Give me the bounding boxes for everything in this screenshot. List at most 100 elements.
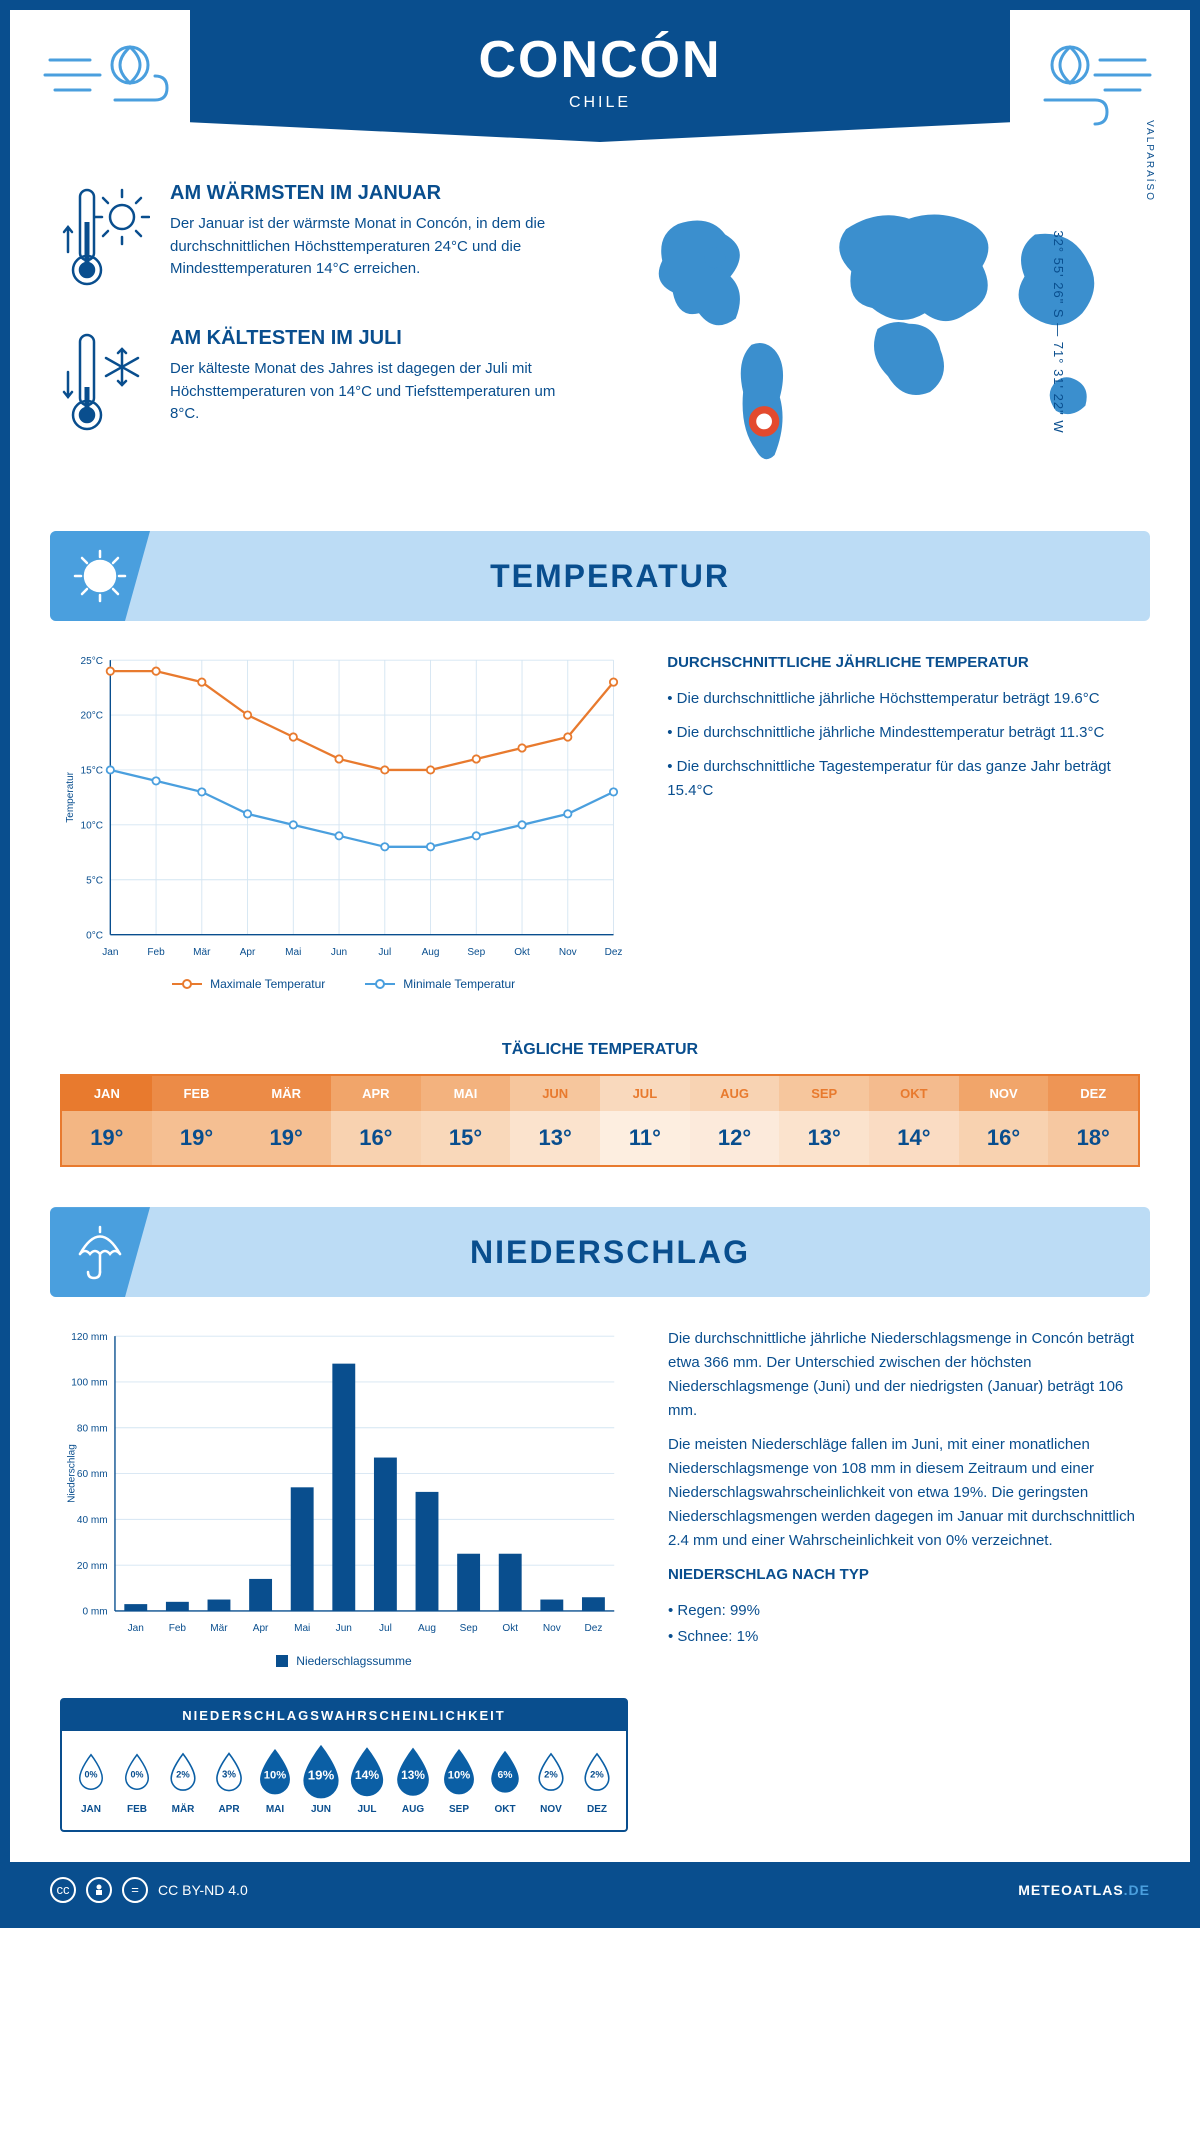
svg-text:Okt: Okt: [502, 1623, 518, 1634]
daily-temp-cell: JAN19°: [62, 1076, 152, 1165]
svg-text:5°C: 5°C: [86, 875, 103, 886]
by-icon: [86, 1877, 112, 1903]
daily-temp-title: TÄGLICHE TEMPERATUR: [10, 1041, 1190, 1059]
precip-text: Die durchschnittliche jährliche Niedersc…: [668, 1327, 1140, 1831]
daily-temp-cell: MÄR19°: [241, 1076, 331, 1165]
warmest-text: AM WÄRMSTEN IM JANUAR Der Januar ist der…: [170, 182, 585, 297]
temp-bullet-0: • Die durchschnittliche jährliche Höchst…: [667, 687, 1140, 711]
title-banner: CONCÓN CHILE: [190, 10, 1010, 142]
svg-text:Feb: Feb: [169, 1623, 187, 1634]
wind-icon-right: [1020, 30, 1160, 130]
temp-bullet-2: • Die durchschnittliche Tagestemperatur …: [667, 755, 1140, 803]
svg-text:25°C: 25°C: [81, 656, 103, 667]
legend-max: .legend-item:nth-child(1) .legend-line::…: [172, 977, 325, 991]
daily-temp-cell: JUL11°: [600, 1076, 690, 1165]
precip-drop: 2% MÄR: [162, 1746, 204, 1815]
daily-temp-cell: APR16°: [331, 1076, 421, 1165]
cc-icon: cc: [50, 1877, 76, 1903]
precip-snow: • Schnee: 1%: [668, 1625, 1140, 1649]
svg-text:0°C: 0°C: [86, 930, 103, 941]
license-text: CC BY-ND 4.0: [158, 1882, 248, 1898]
coordinates: 32° 55' 26" S — 71° 31' 22" W: [1051, 230, 1066, 433]
svg-text:0 mm: 0 mm: [82, 1607, 107, 1618]
svg-text:80 mm: 80 mm: [77, 1424, 108, 1435]
svg-text:120 mm: 120 mm: [71, 1332, 107, 1343]
precip-content: 0 mm20 mm40 mm60 mm80 mm100 mm120 mmNied…: [10, 1297, 1190, 1861]
coldest-body: Der kälteste Monat des Jahres ist dagege…: [170, 358, 585, 426]
svg-text:Sep: Sep: [467, 947, 485, 958]
daily-temp-cell: DEZ18°: [1048, 1076, 1138, 1165]
coldest-text: AM KÄLTESTEN IM JULI Der kälteste Monat …: [170, 327, 585, 442]
region-label: VALPARAÍSO: [1144, 120, 1155, 202]
svg-text:Mai: Mai: [285, 947, 301, 958]
temp-chart: 0°C5°C10°C15°C20°C25°CJanFebMärAprMaiJun…: [60, 651, 627, 991]
svg-text:Mär: Mär: [193, 947, 211, 958]
precip-rain: • Regen: 99%: [668, 1599, 1140, 1623]
precip-chart-col: 0 mm20 mm40 mm60 mm80 mm100 mm120 mmNied…: [60, 1327, 628, 1831]
svg-text:Apr: Apr: [240, 947, 256, 958]
svg-text:Jan: Jan: [128, 1623, 144, 1634]
svg-text:Nov: Nov: [559, 947, 577, 958]
svg-text:Jul: Jul: [379, 1623, 392, 1634]
wind-icon-left: [40, 30, 180, 130]
precip-bar-chart: 0 mm20 mm40 mm60 mm80 mm100 mm120 mmNied…: [60, 1327, 628, 1638]
svg-text:40 mm: 40 mm: [77, 1515, 108, 1526]
svg-text:Mär: Mär: [210, 1623, 228, 1634]
precip-drop: 14% JUL: [346, 1746, 388, 1815]
svg-text:Nov: Nov: [543, 1623, 561, 1634]
temp-line-chart: 0°C5°C10°C15°C20°C25°CJanFebMärAprMaiJun…: [60, 651, 627, 962]
footer-license: cc = CC BY-ND 4.0: [50, 1877, 248, 1903]
svg-text:Sep: Sep: [460, 1623, 478, 1634]
temp-section-header: TEMPERATUR: [50, 531, 1150, 621]
umbrella-icon: [50, 1207, 150, 1297]
coldest-block: AM KÄLTESTEN IM JULI Der kälteste Monat …: [60, 327, 585, 442]
legend-precip: Niederschlagssumme: [276, 1654, 411, 1668]
header-row: CONCÓN CHILE: [10, 10, 1190, 142]
svg-text:10°C: 10°C: [81, 820, 103, 831]
precip-drops-row: 0% JAN 0% FEB 2% MÄR 3%: [62, 1731, 626, 1830]
daily-temp-table: JAN19°FEB19°MÄR19°APR16°MAI15°JUN13°JUL1…: [60, 1074, 1140, 1167]
precip-title: NIEDERSCHLAG: [150, 1234, 1150, 1271]
intro-left: AM WÄRMSTEN IM JANUAR Der Januar ist der…: [60, 182, 585, 481]
svg-text:Apr: Apr: [253, 1623, 269, 1634]
warmest-title: AM WÄRMSTEN IM JANUAR: [170, 182, 585, 205]
svg-text:Okt: Okt: [514, 947, 530, 958]
svg-text:20 mm: 20 mm: [77, 1561, 108, 1572]
daily-temp-cell: AUG12°: [690, 1076, 780, 1165]
precip-drop: 6% OKT: [484, 1746, 526, 1815]
precip-drop: 10% MAI: [254, 1746, 296, 1815]
country-name: CHILE: [190, 94, 1010, 112]
daily-temp-cell: JUN13°: [510, 1076, 600, 1165]
precip-drop: 0% FEB: [116, 1746, 158, 1815]
svg-text:100 mm: 100 mm: [71, 1378, 107, 1389]
svg-text:Jul: Jul: [378, 947, 391, 958]
svg-text:Jun: Jun: [336, 1623, 352, 1634]
warmest-block: AM WÄRMSTEN IM JANUAR Der Januar ist der…: [60, 182, 585, 297]
map-block: VALPARAÍSO 32° 55' 26" S — 71° 31' 22" W: [615, 182, 1140, 481]
daily-temp-cell: NOV16°: [959, 1076, 1049, 1165]
svg-text:15°C: 15°C: [81, 766, 103, 777]
svg-text:Jan: Jan: [102, 947, 118, 958]
daily-temp-cell: FEB19°: [152, 1076, 242, 1165]
infographic-container: CONCÓN CHILE AM WÄRMSTEN IM JA: [0, 0, 1200, 1928]
precip-drop: 19% JUN: [300, 1746, 342, 1815]
precip-drop: 3% APR: [208, 1746, 250, 1815]
svg-text:Aug: Aug: [418, 1623, 436, 1634]
nd-icon: =: [122, 1877, 148, 1903]
precip-drop: 13% AUG: [392, 1746, 434, 1815]
svg-text:Aug: Aug: [422, 947, 440, 958]
intro-section: AM WÄRMSTEN IM JANUAR Der Januar ist der…: [10, 142, 1190, 511]
thermometer-sun-icon: [60, 182, 150, 297]
daily-temp-cell: OKT14°: [869, 1076, 959, 1165]
temp-text: DURCHSCHNITTLICHE JÄHRLICHE TEMPERATUR •…: [667, 651, 1140, 991]
footer: cc = CC BY-ND 4.0 METEOATLAS.DE: [10, 1862, 1190, 1918]
precip-drop: 0% JAN: [70, 1746, 112, 1815]
temp-content: 0°C5°C10°C15°C20°C25°CJanFebMärAprMaiJun…: [10, 621, 1190, 1021]
precip-drop: 10% SEP: [438, 1746, 480, 1815]
precip-drop: 2% DEZ: [576, 1746, 618, 1815]
svg-text:Mai: Mai: [294, 1623, 310, 1634]
coldest-title: AM KÄLTESTEN IM JULI: [170, 327, 585, 350]
svg-text:Feb: Feb: [147, 947, 165, 958]
temp-bullet-1: • Die durchschnittliche jährliche Mindes…: [667, 721, 1140, 745]
precip-drop: 2% NOV: [530, 1746, 572, 1815]
